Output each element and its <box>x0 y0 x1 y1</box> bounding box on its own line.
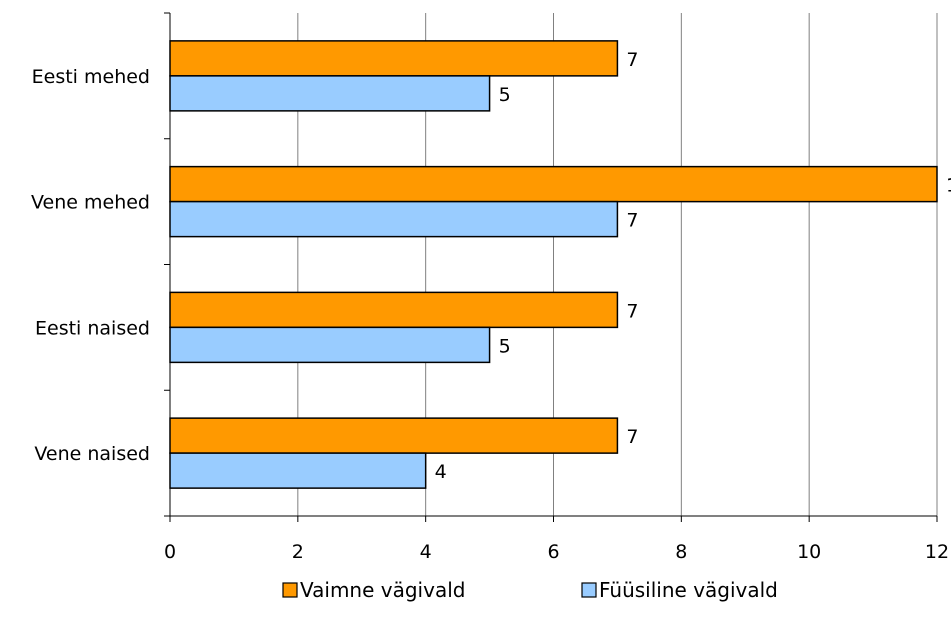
x-tick-label: 4 <box>420 541 432 563</box>
data-label: 7 <box>626 210 638 232</box>
bar <box>169 40 619 77</box>
category-label: Vene naised <box>34 443 150 465</box>
x-tick-label: 2 <box>292 541 304 563</box>
category-label: Vene mehed <box>31 192 150 214</box>
axes <box>164 12 938 522</box>
legend-label: Füüsiline vägivald <box>599 578 778 602</box>
legend-label: Vaimne vägivald <box>300 578 465 602</box>
x-tick-label: 0 <box>164 541 176 563</box>
data-label: 4 <box>435 461 447 483</box>
data-label: 5 <box>499 84 511 106</box>
bar <box>169 75 491 112</box>
data-labels: 7 5 12 7 7 5 7 4 <box>435 49 951 483</box>
bar <box>169 326 491 364</box>
bar <box>169 417 619 454</box>
legend-swatch <box>581 582 597 598</box>
category-label: Eesti mehed <box>32 66 150 88</box>
x-tick-label: 10 <box>797 541 821 563</box>
category-labels: Eesti mehed Vene mehed Eesti naised Vene na… <box>31 66 150 465</box>
data-label: 7 <box>626 426 638 448</box>
x-tick-label: 12 <box>925 541 949 563</box>
x-tick-labels: 0 2 4 6 8 10 12 <box>164 541 949 563</box>
x-tick-label: 8 <box>675 541 687 563</box>
bar <box>169 291 619 329</box>
x-tick-label: 6 <box>547 541 559 563</box>
bars <box>169 40 938 489</box>
bar <box>169 165 938 203</box>
data-label: 5 <box>499 335 511 357</box>
data-label: 7 <box>626 49 638 71</box>
legend-swatch <box>282 582 298 598</box>
legend: Vaimne vägivald Füüsiline vägivald <box>282 578 778 602</box>
data-label: 7 <box>626 300 638 322</box>
category-label: Eesti naised <box>35 317 150 339</box>
bar <box>169 200 619 238</box>
data-label: 12 <box>946 175 951 197</box>
bar <box>169 452 427 489</box>
